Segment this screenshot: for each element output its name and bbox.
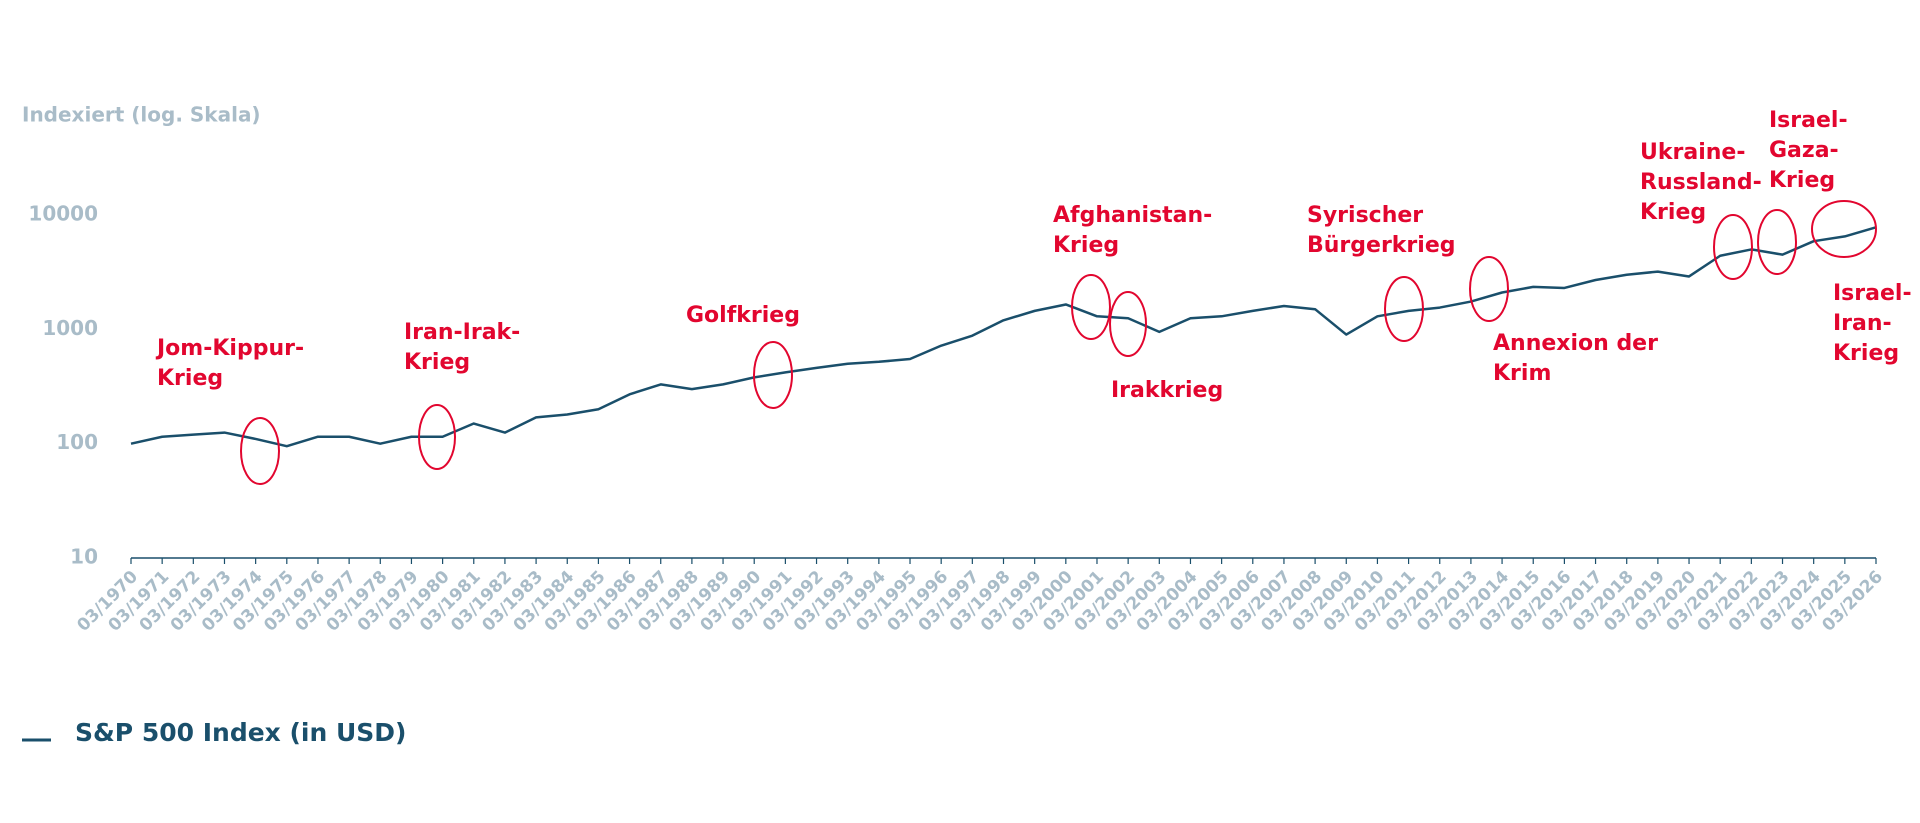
annotation: Krieg — [157, 366, 223, 391]
annotation: Bürgerkrieg — [1307, 233, 1456, 258]
annotation: Krieg — [404, 350, 470, 375]
annotation: Gaza- — [1769, 138, 1839, 163]
annotation-circle — [1469, 256, 1509, 322]
annotation-circle — [1713, 214, 1753, 280]
annotation: Israel- — [1769, 108, 1848, 133]
annotation-circle — [1384, 276, 1424, 342]
annotation: Jom-Kippur- — [155, 336, 304, 361]
annotation: Iran- — [1833, 311, 1892, 336]
annotation: Afghanistan- — [1053, 203, 1212, 228]
annotation: Krieg — [1053, 233, 1119, 258]
annotation-circle — [418, 404, 456, 470]
annotation: Russland- — [1640, 170, 1762, 195]
annotation: Iran-Irak- — [404, 320, 520, 345]
y-tick-label: 10 — [70, 545, 98, 569]
y-tick-label: 100 — [56, 430, 98, 454]
legend-label: S&P 500 Index (in USD) — [75, 718, 406, 747]
annotation-circle — [1071, 274, 1111, 340]
annotation: Golfkrieg — [686, 303, 800, 328]
annotation-circle — [753, 341, 793, 409]
annotation-circle — [1109, 291, 1147, 357]
annotation-circle — [1757, 209, 1797, 275]
y-tick-label: 1000 — [42, 316, 98, 340]
annotation: Krim — [1493, 361, 1551, 386]
annotation-circle — [240, 417, 280, 485]
annotation: Israel- — [1833, 281, 1912, 306]
annotation: Annexion der — [1493, 331, 1658, 356]
series-line — [130, 226, 1877, 448]
y-axis-label: Indexiert (log. Skala) — [22, 103, 261, 127]
annotation: Krieg — [1640, 200, 1706, 225]
annotation: Krieg — [1833, 341, 1899, 366]
annotation: Syrischer — [1307, 203, 1423, 228]
annotation: Krieg — [1769, 168, 1835, 193]
annotation-circle — [1811, 200, 1877, 258]
annotation: Irakkrieg — [1111, 378, 1223, 403]
annotation: Ukraine- — [1640, 140, 1745, 165]
y-tick-label: 10000 — [28, 202, 98, 226]
